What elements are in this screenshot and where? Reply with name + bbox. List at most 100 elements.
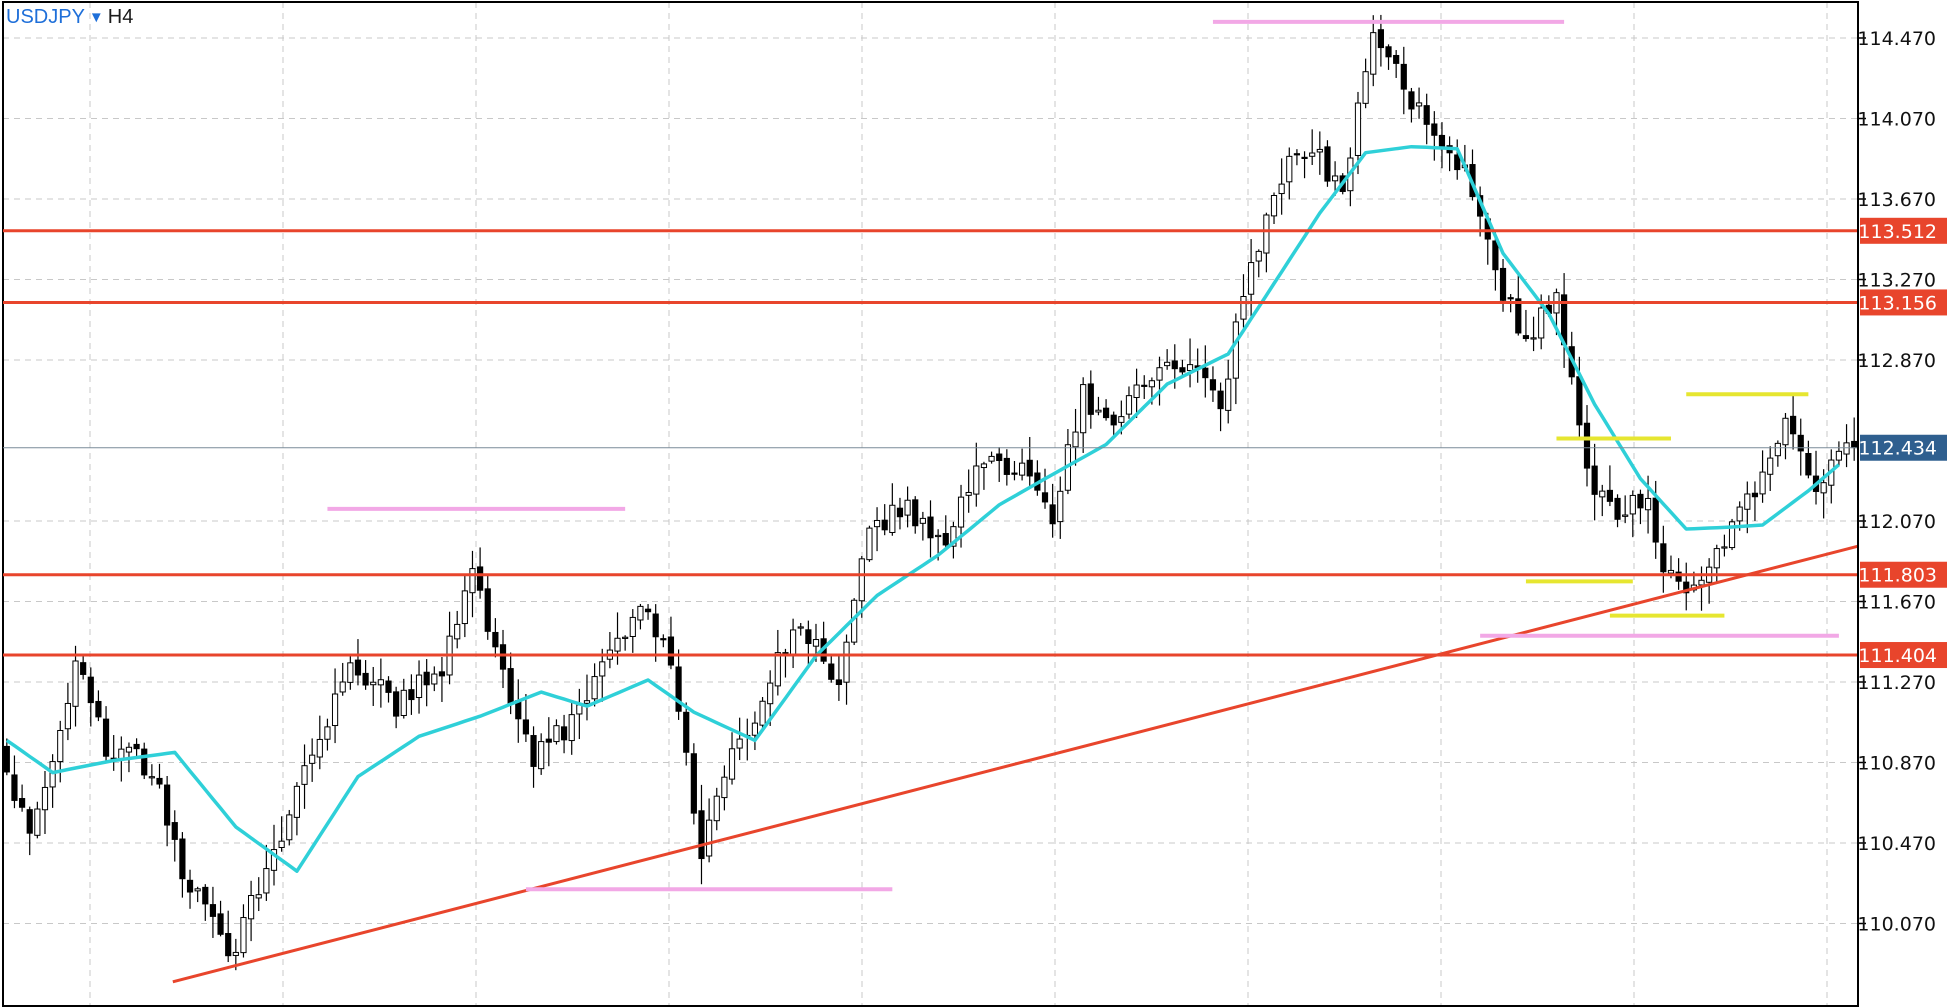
candle-body (1316, 148, 1323, 153)
candle-body (644, 608, 652, 613)
candle-body (339, 681, 346, 693)
candle-body (240, 917, 247, 954)
candle-body (751, 722, 759, 736)
y-tick-label: 114.070 (1857, 109, 1936, 131)
candle-body (767, 682, 774, 705)
candle-body (599, 661, 606, 677)
candle-body (957, 496, 965, 528)
candle-body (1003, 457, 1010, 475)
y-tick-label: 113.670 (1857, 189, 1936, 211)
level-price-tag (1860, 642, 1947, 669)
candle-body (1499, 267, 1507, 301)
candle-body (1156, 367, 1163, 381)
candle-body (148, 776, 155, 779)
candle-body (1736, 506, 1743, 522)
level-price-label: 111.404 (1858, 645, 1937, 667)
candle-body (1614, 497, 1621, 520)
candle-body (438, 671, 446, 677)
candle-body (1751, 492, 1759, 498)
candle-body (164, 784, 171, 826)
candle-body (1011, 472, 1018, 475)
candle-body (408, 689, 415, 701)
candle-body (1072, 431, 1079, 448)
trendline[interactable] (172, 544, 1859, 984)
chevron-down-icon[interactable]: ▼ (88, 9, 104, 26)
candle-body (1820, 482, 1827, 494)
current-price-label: 112.434 (1858, 438, 1937, 460)
candle-body (736, 738, 743, 749)
candle-body (1248, 262, 1255, 295)
candle-body (1492, 240, 1499, 271)
y-tick-label: 114.470 (1857, 28, 1936, 50)
candle-body (186, 879, 194, 893)
candle-body (278, 840, 285, 849)
candle-body (675, 666, 682, 712)
candle-body (1362, 71, 1369, 104)
candle-body (370, 681, 377, 686)
candle-body (568, 714, 575, 742)
candle-body (835, 679, 842, 686)
candle-body (400, 689, 407, 716)
candle-body (1805, 452, 1812, 476)
candle-body (194, 888, 201, 892)
candle-body (1217, 390, 1224, 410)
candle-body (660, 638, 667, 641)
moving-average-line (5, 144, 1841, 873)
candle-body (1255, 250, 1262, 262)
candle-body (988, 455, 995, 462)
candle-body (759, 700, 766, 726)
candle-body (1354, 102, 1362, 156)
candle-body (362, 672, 369, 686)
candle-body (1393, 54, 1400, 64)
candle-body (927, 516, 934, 539)
candle-body (774, 652, 781, 687)
candle-body (301, 765, 308, 785)
level-price-tag (1860, 289, 1947, 316)
candle-body (980, 463, 988, 469)
candle-body (1774, 442, 1781, 457)
candle-body (1583, 422, 1591, 469)
candle-body (1179, 367, 1186, 373)
candle-body (347, 662, 354, 683)
candle-body (1744, 493, 1751, 510)
candle-body (1576, 376, 1583, 426)
candle-body (1790, 415, 1797, 435)
candle-body (629, 616, 636, 638)
candle-body (583, 700, 591, 704)
symbol-header[interactable]: USDJPY ▼ H4 (6, 6, 133, 29)
candle-body (1102, 407, 1110, 419)
candle-body (507, 668, 514, 704)
candle-body (652, 613, 659, 638)
candle-body (904, 499, 911, 516)
candle-body (1431, 123, 1438, 136)
candle-body (866, 527, 873, 561)
candle-body (1438, 134, 1446, 147)
candle-body (1675, 571, 1682, 582)
level-price-label: 113.156 (1858, 292, 1937, 314)
candle-body (1095, 409, 1102, 413)
candle-body (1660, 543, 1667, 573)
candle-body (1240, 296, 1247, 320)
candle-body (225, 933, 232, 957)
symbol-label: USDJPY (6, 6, 85, 28)
candle-body (881, 519, 888, 531)
candle-body (484, 588, 491, 632)
candle-body (1713, 548, 1720, 569)
candle-body (1652, 497, 1659, 543)
candle-body (1530, 337, 1537, 340)
candle-body (156, 777, 163, 785)
candle-body (263, 868, 270, 894)
candle-body (1087, 383, 1094, 415)
candle-body (935, 534, 942, 538)
candle-body (1644, 497, 1652, 511)
candle-body (560, 726, 568, 741)
y-tick-label: 111.670 (1857, 592, 1936, 614)
candle-body (530, 735, 537, 767)
candle-body (385, 680, 392, 693)
candle-body (1133, 384, 1140, 399)
candle-body (41, 786, 49, 811)
candle-body (889, 504, 896, 534)
candle-body (1629, 494, 1636, 515)
candle-body (1767, 457, 1774, 475)
